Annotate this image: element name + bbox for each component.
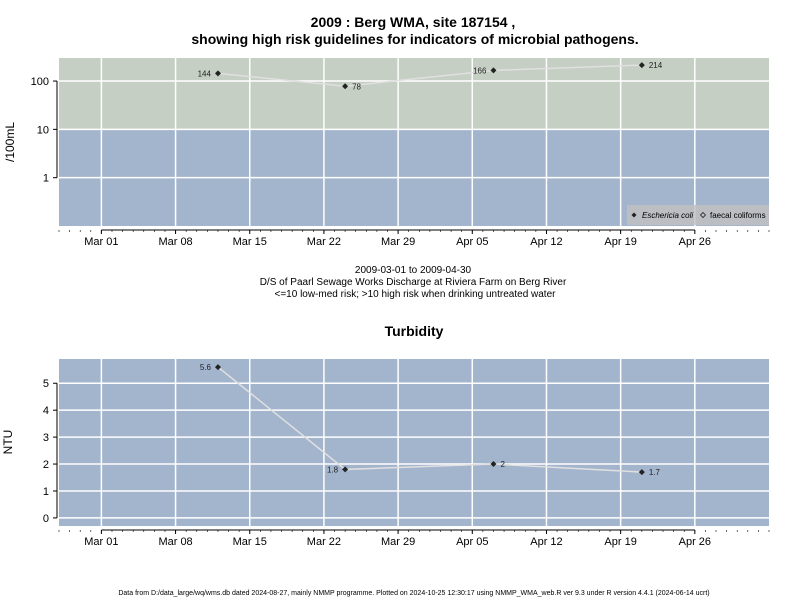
site-description-text: D/S of Paarl Sewage Works Discharge at R… [260,277,567,288]
turbidity-background [59,359,769,526]
turbidity-series-line [217,366,642,473]
risk-note-text: <=10 low-med risk; >10 high risk when dr… [275,289,557,300]
data-point [342,83,349,90]
x-tick-label: Apr 12 [530,236,562,248]
x-tick-label: Apr 26 [679,536,711,548]
data-label: 1.8 [327,465,339,474]
x-tick-label: Mar 01 [84,236,118,248]
y-tick-label: 4 [43,405,49,417]
microbial-legend: Eschericia coli faecal coliforms [627,205,769,225]
y-tick-label: 100 [31,76,49,88]
x-tick-label: Mar 01 [84,536,118,548]
y-tick-label: 5 [43,378,49,390]
turbidity-title: Turbidity [385,323,444,339]
legend-marker-ecoli [631,212,637,218]
x-tick-label: Mar 08 [158,536,192,548]
x-tick-label: Mar 15 [233,236,267,248]
background-band-0 [59,359,769,526]
chart-title-line2: showing high risk guidelines for indicat… [191,31,638,47]
x-tick-label: Mar 29 [381,536,415,548]
legend-box [627,205,769,225]
data-point [342,466,349,473]
y-tick-label: 10 [37,124,49,136]
chart-title-line1: 2009 : Berg WMA, site 187154 , [311,14,516,30]
data-point [638,469,645,476]
microbial-series-line [217,64,642,88]
data-label: 1.7 [649,468,661,477]
y-tick-label: 2 [43,459,49,471]
data-label: 214 [649,61,663,70]
y-tick-label: 3 [43,432,49,444]
data-point [214,70,221,77]
series-line-0 [217,64,642,88]
legend-label-faecal: faecal coliforms [710,211,766,220]
series-line-0 [217,366,642,473]
legend-label-ecoli: Eschericia coli [642,211,693,220]
x-tick-label: Apr 19 [604,236,636,248]
x-tick-label: Apr 05 [456,536,488,548]
turbidity-points: 5.6 1.8 2 1.7 [200,363,661,477]
data-point [638,62,645,69]
x-tick-label: Mar 22 [307,236,341,248]
microbial-axes: Mar 01 Mar 08 Mar 15 Mar 22 Mar 29 Apr 05 Apr … [31,76,770,248]
data-point [214,364,221,371]
turbidity-y-axis-label: NTU [1,430,15,455]
microbial-points: 144 78 166 214 [198,61,663,91]
background-band-0 [59,58,769,130]
turbidity-grid [59,359,769,526]
turbidity-panel: 5.6 1.8 2 1.7 Mar 01 Mar 08 Mar 15 Mar 22 Mar 2… [1,359,770,548]
x-tick-label: Apr 05 [456,236,488,248]
footer-note: Data from D:/data_large/wq/wms.db dated … [118,590,709,597]
x-tick-label: Mar 08 [158,236,192,248]
x-tick-label: Apr 12 [530,536,562,548]
x-tick-label: Apr 19 [604,536,636,548]
legend-marker-faecal [699,211,707,219]
microbial-grid [59,58,769,226]
turbidity-axes: Mar 01 Mar 08 Mar 15 Mar 22 Mar 29 Apr 05 Apr … [43,378,770,548]
x-tick-label: Mar 15 [233,536,267,548]
y-tick-label: 1 [43,173,49,185]
data-label: 144 [198,69,212,78]
y-tick-label: 1 [43,486,49,498]
y-tick-label: 0 [43,513,49,525]
data-label: 78 [352,82,361,91]
x-tick-label: Mar 29 [381,236,415,248]
data-point [490,67,497,74]
microbial-background [59,58,769,226]
data-label: 5.6 [200,363,212,372]
microbial-y-axis-label: /100mL [3,122,17,162]
x-tick-label: Mar 22 [307,536,341,548]
date-range-text: 2009-03-01 to 2009-04-30 [355,265,472,276]
data-point [490,461,497,468]
x-tick-label: Apr 26 [679,236,711,248]
data-label: 166 [473,66,487,75]
data-label: 2 [500,460,505,469]
